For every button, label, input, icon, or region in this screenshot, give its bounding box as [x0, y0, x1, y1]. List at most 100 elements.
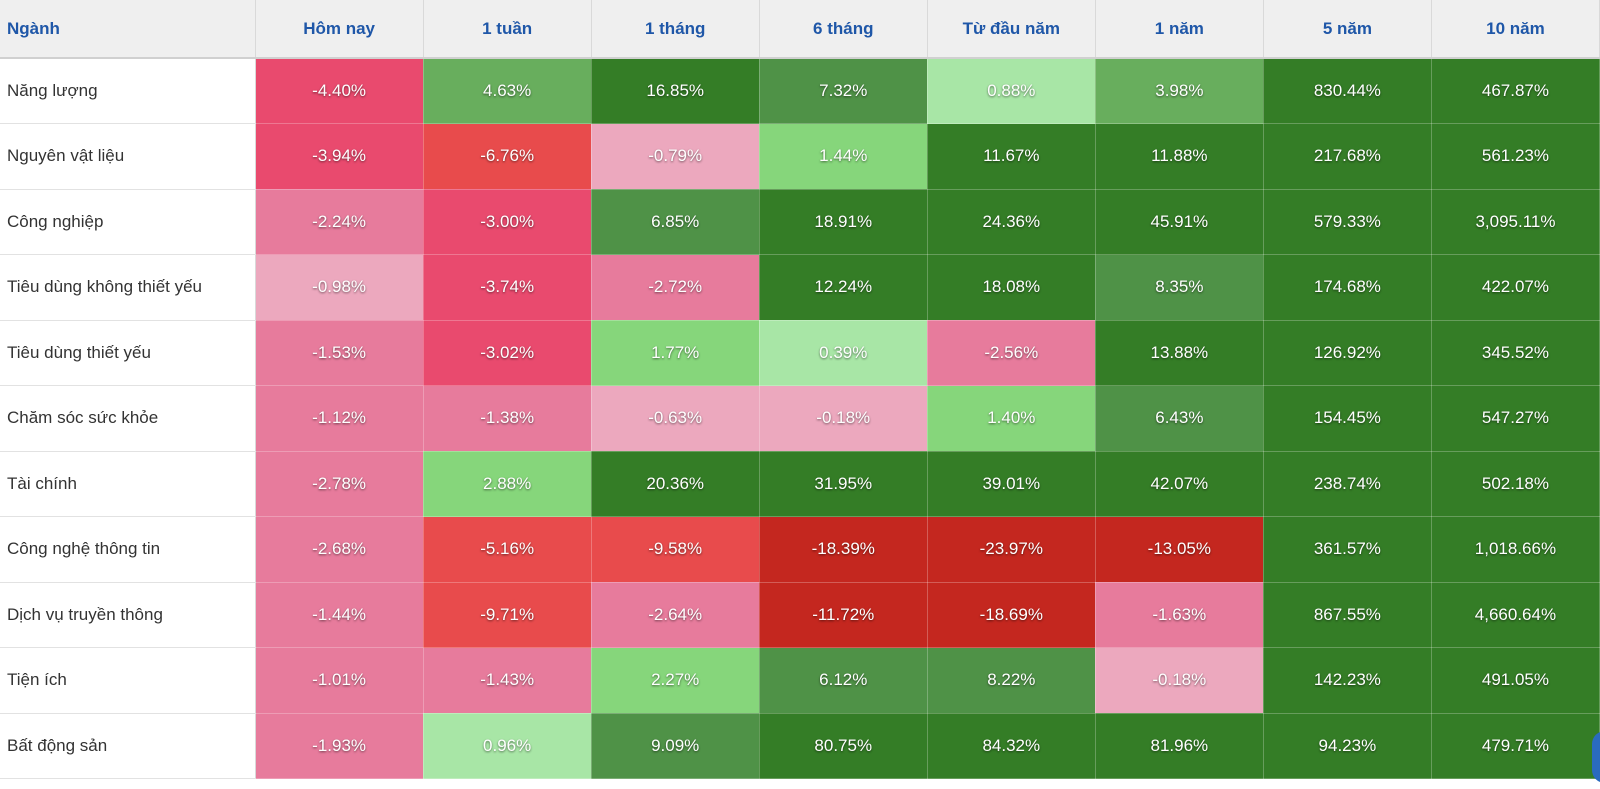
- column-header-10-years[interactable]: 10 năm: [1431, 0, 1600, 59]
- performance-cell: -2.68%: [255, 516, 424, 583]
- table-row[interactable]: Công nghiệp -2.24% -3.00% 6.85% 18.91% 24.36%…: [0, 189, 1600, 255]
- performance-cell: 174.68%: [1263, 254, 1432, 321]
- performance-cell: 1.40%: [927, 385, 1096, 452]
- performance-cell: 3.98%: [1095, 58, 1264, 124]
- performance-cell: 2.88%: [423, 451, 592, 517]
- sector-name: Công nghiệp: [0, 189, 256, 255]
- performance-cell: -11.72%: [759, 582, 928, 648]
- performance-cell: -9.58%: [591, 516, 760, 583]
- performance-cell: 491.05%: [1431, 647, 1600, 714]
- performance-cell: -1.38%: [423, 385, 592, 452]
- performance-cell: 45.91%: [1095, 189, 1264, 255]
- table-row[interactable]: Nguyên vật liệu -3.94% -6.76% -0.79% 1.44% 11…: [0, 123, 1600, 190]
- performance-cell: 20.36%: [591, 451, 760, 517]
- performance-cell: -18.39%: [759, 516, 928, 583]
- performance-cell: -4.40%: [255, 58, 424, 124]
- sector-name: Năng lượng: [0, 58, 256, 124]
- performance-cell: -13.05%: [1095, 516, 1264, 583]
- performance-cell: 42.07%: [1095, 451, 1264, 517]
- performance-cell: 84.32%: [927, 713, 1096, 779]
- column-header-ytd[interactable]: Từ đầu năm: [927, 0, 1096, 59]
- performance-cell: -1.93%: [255, 713, 424, 779]
- performance-cell: 8.35%: [1095, 254, 1264, 321]
- performance-cell: 830.44%: [1263, 58, 1432, 124]
- performance-cell: 467.87%: [1431, 58, 1600, 124]
- performance-cell: 479.71%: [1431, 713, 1600, 779]
- performance-cell: -6.76%: [423, 123, 592, 190]
- sector-name: Chăm sóc sức khỏe: [0, 385, 256, 452]
- performance-cell: -18.69%: [927, 582, 1096, 648]
- performance-cell: -1.12%: [255, 385, 424, 452]
- performance-cell: 7.32%: [759, 58, 928, 124]
- performance-cell: 12.24%: [759, 254, 928, 321]
- performance-cell: -1.53%: [255, 320, 424, 386]
- performance-cell: 579.33%: [1263, 189, 1432, 255]
- scroll-indicator[interactable]: [1592, 731, 1600, 783]
- performance-cell: 142.23%: [1263, 647, 1432, 714]
- performance-cell: -5.16%: [423, 516, 592, 583]
- performance-cell: 80.75%: [759, 713, 928, 779]
- performance-cell: 345.52%: [1431, 320, 1600, 386]
- performance-cell: 0.96%: [423, 713, 592, 779]
- column-header-6-months[interactable]: 6 tháng: [759, 0, 928, 59]
- sector-name: Nguyên vật liệu: [0, 123, 256, 190]
- column-header-sector[interactable]: Ngành: [0, 0, 256, 59]
- performance-cell: -0.98%: [255, 254, 424, 321]
- performance-cell: -1.43%: [423, 647, 592, 714]
- table-row[interactable]: Tài chính -2.78% 2.88% 20.36% 31.95% 39.01% 42…: [0, 451, 1600, 517]
- sector-name: Tài chính: [0, 451, 256, 517]
- sector-name: Tiêu dùng không thiết yếu: [0, 254, 256, 321]
- performance-cell: -1.44%: [255, 582, 424, 648]
- performance-cell: 18.91%: [759, 189, 928, 255]
- performance-cell: 6.85%: [591, 189, 760, 255]
- sector-name: Bất động sản: [0, 713, 256, 779]
- performance-cell: -2.64%: [591, 582, 760, 648]
- performance-cell: 561.23%: [1431, 123, 1600, 190]
- sector-name: Tiện ích: [0, 647, 256, 714]
- sector-name: Dịch vụ truyền thông: [0, 582, 256, 648]
- performance-cell: -1.63%: [1095, 582, 1264, 648]
- performance-cell: 217.68%: [1263, 123, 1432, 190]
- table-row[interactable]: Chăm sóc sức khỏe -1.12% -1.38% -0.63% -0.18…: [0, 385, 1600, 452]
- performance-cell: 4.63%: [423, 58, 592, 124]
- performance-cell: 8.22%: [927, 647, 1096, 714]
- performance-cell: -2.72%: [591, 254, 760, 321]
- performance-cell: 4,660.64%: [1431, 582, 1600, 648]
- sector-name: Tiêu dùng thiết yếu: [0, 320, 256, 386]
- performance-cell: 39.01%: [927, 451, 1096, 517]
- sector-name: Công nghệ thông tin: [0, 516, 256, 583]
- table-row[interactable]: Tiêu dùng không thiết yếu -0.98% -3.74% -2.…: [0, 254, 1600, 321]
- performance-cell: 9.09%: [591, 713, 760, 779]
- performance-cell: 361.57%: [1263, 516, 1432, 583]
- performance-cell: 6.12%: [759, 647, 928, 714]
- performance-cell: 24.36%: [927, 189, 1096, 255]
- table-body: Năng lượng -4.40% 4.63% 16.85% 7.32% 0.88% 3.9…: [0, 58, 1600, 779]
- table-row[interactable]: Năng lượng -4.40% 4.63% 16.85% 7.32% 0.88% 3.9…: [0, 58, 1600, 124]
- column-header-today[interactable]: Hôm nay: [255, 0, 424, 59]
- performance-cell: 2.27%: [591, 647, 760, 714]
- table-row[interactable]: Tiêu dùng thiết yếu -1.53% -3.02% 1.77% 0.39…: [0, 320, 1600, 386]
- performance-cell: 81.96%: [1095, 713, 1264, 779]
- performance-cell: -3.02%: [423, 320, 592, 386]
- column-header-1-month[interactable]: 1 tháng: [591, 0, 760, 59]
- performance-cell: -3.00%: [423, 189, 592, 255]
- table-row[interactable]: Công nghệ thông tin -2.68% -5.16% -9.58% -18…: [0, 516, 1600, 583]
- performance-cell: 126.92%: [1263, 320, 1432, 386]
- performance-cell: 547.27%: [1431, 385, 1600, 452]
- performance-cell: 422.07%: [1431, 254, 1600, 321]
- performance-cell: 18.08%: [927, 254, 1096, 321]
- column-header-5-years[interactable]: 5 năm: [1263, 0, 1432, 59]
- header-row: Ngành Hôm nay 1 tuần 1 tháng 6 tháng Từ …: [0, 0, 1600, 59]
- table-row[interactable]: Tiện ích -1.01% -1.43% 2.27% 6.12% 8.22% -0.18…: [0, 647, 1600, 714]
- table-row[interactable]: Dịch vụ truyền thông -1.44% -9.71% -2.64% -1…: [0, 582, 1600, 648]
- performance-cell: 94.23%: [1263, 713, 1432, 779]
- performance-cell: -0.18%: [759, 385, 928, 452]
- column-header-1-week[interactable]: 1 tuần: [423, 0, 592, 59]
- performance-cell: -2.78%: [255, 451, 424, 517]
- performance-cell: -0.79%: [591, 123, 760, 190]
- column-header-1-year[interactable]: 1 năm: [1095, 0, 1264, 59]
- performance-cell: 16.85%: [591, 58, 760, 124]
- table-row[interactable]: Bất động sản -1.93% 0.96% 9.09% 80.75% 84.32%…: [0, 713, 1600, 779]
